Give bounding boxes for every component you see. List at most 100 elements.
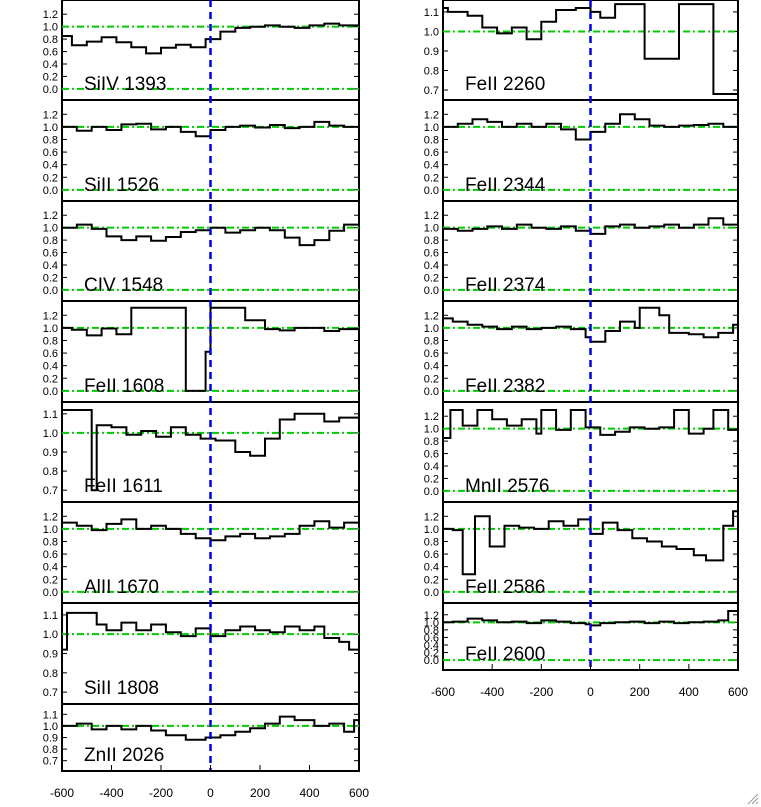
ytick-label: 1.0 [424, 122, 439, 134]
panel-label: FeII 1608 [84, 376, 164, 397]
xtick-label: -400 [480, 685, 504, 699]
ytick-label: 1.0 [424, 223, 439, 235]
panel-label: FeII 1611 [84, 476, 163, 497]
ytick-label: 0.4 [424, 361, 439, 373]
ytick-label: 0.0 [43, 84, 58, 96]
ytick-label: 0.6 [43, 248, 58, 260]
ytick-label: 1.2 [424, 411, 439, 423]
ytick-label: 1.2 [43, 109, 58, 121]
ytick-label: 0.8 [43, 235, 58, 247]
ytick-label: 0.2 [424, 574, 439, 586]
ytick-label: 1.0 [424, 524, 439, 536]
ytick-label: 1.2 [424, 310, 439, 322]
ytick-label: 1.0 [43, 428, 58, 440]
spectrum-line-siiv-1393 [62, 22, 359, 55]
panel-label: FeII 2586 [465, 577, 545, 598]
ytick-label: 0.8 [43, 668, 58, 680]
ytick-label: 0.4 [424, 260, 439, 272]
ytick-label: 0.0 [424, 386, 439, 398]
ytick-label: 1.0 [43, 22, 58, 34]
ytick-label: 0.6 [424, 549, 439, 561]
panel-label: SiII 1808 [84, 678, 159, 699]
ytick-label: 0.2 [424, 648, 439, 660]
resize-grip-icon[interactable] [745, 791, 759, 805]
ytick-label: 1.2 [424, 109, 439, 121]
panel-label: FeII 2382 [465, 376, 545, 397]
ytick-label: 0.4 [43, 361, 58, 373]
ytick-label: 1.0 [424, 26, 439, 38]
ytick-label: 0.8 [424, 625, 439, 637]
panel-label: ZnII 2026 [84, 745, 164, 766]
ytick-label: 0.0 [424, 185, 439, 197]
ytick-label: 0.4 [424, 640, 439, 652]
spectrum-line-feii-1608 [62, 306, 359, 392]
panel-feii-2260: 0.7 0.8 0.9 1.0 1.1 FeII 2260 [424, 0, 739, 101]
panel-feii-2600: 0.00.20.40.60.81.01.2 FeII 2600 [424, 602, 739, 671]
ytick-label: 1.0 [43, 122, 58, 134]
ytick-label: 0.8 [43, 536, 58, 548]
panel-siii-1526: 0.00.20.40.60.81.01.2 SiII 1526 [43, 99, 360, 202]
ytick-label: 0.7 [43, 756, 58, 768]
ytick-label: 1.2 [43, 310, 58, 322]
ytick-label: 0.2 [424, 473, 439, 485]
panel-feii-2586: 0.00.20.40.60.81.01.2 FeII 2586 [424, 501, 739, 604]
ytick-label: 0.2 [424, 172, 439, 184]
ytick-label: 0.8 [424, 235, 439, 247]
ytick-label: 0.2 [43, 71, 58, 83]
ytick-label: 0.8 [424, 536, 439, 548]
ytick-label: 0.0 [424, 655, 439, 667]
ytick-label: 0.4 [43, 260, 58, 272]
xtick-label: 0 [207, 786, 214, 800]
ytick-label: 0.6 [43, 549, 58, 561]
spectrum-line-feii-2260 [443, 3, 738, 95]
ytick-label: 1.1 [43, 409, 58, 421]
panel-feii-2382: 0.00.20.40.60.81.01.2 FeII 2382 [424, 300, 739, 403]
ytick-label: 0.7 [43, 485, 58, 497]
ytick-label: 0.7 [424, 85, 439, 97]
ytick-label: 0.9 [424, 46, 439, 58]
ytick-label: 1.0 [43, 524, 58, 536]
spectrum-line-feii-1611 [62, 409, 359, 492]
ytick-label: 0.9 [43, 447, 58, 459]
xtick-label: 0 [587, 685, 594, 699]
ytick-label: 1.2 [43, 511, 58, 523]
ytick-label: 0.2 [424, 373, 439, 385]
ytick-label: 0.2 [43, 172, 58, 184]
ytick-label: 0.6 [424, 632, 439, 644]
ytick-label: 0.8 [424, 134, 439, 146]
ytick-label: 1.0 [424, 617, 439, 629]
ytick-label: 0.8 [43, 744, 58, 756]
ytick-label: 0.4 [424, 461, 439, 473]
xtick-label: -400 [99, 786, 123, 800]
ytick-label: 1.2 [43, 210, 58, 222]
xtick-label: 600 [728, 685, 748, 699]
panel-znii-2026: 0.70.80.91.01.1 ZnII 2026 [43, 703, 360, 772]
ytick-label: 0.8 [43, 34, 58, 46]
xtick-label: -200 [529, 685, 553, 699]
panel-alii-1670: 0.00.20.40.60.81.01.2 AlII 1670 [43, 501, 360, 604]
ytick-label: 0.0 [43, 285, 58, 297]
ytick-label: 0.6 [424, 449, 439, 461]
ytick-label: 1.0 [43, 629, 58, 641]
ytick-label: 0.2 [424, 272, 439, 284]
ytick-label: 0.8 [43, 335, 58, 347]
ytick-label: 1.2 [424, 210, 439, 222]
ytick-label: 1.1 [424, 7, 439, 19]
panel-label: SiIV 1393 [84, 74, 166, 95]
ytick-label: 0.6 [43, 348, 58, 360]
ytick-label: 0.6 [424, 248, 439, 260]
ytick-label: 0.0 [424, 285, 439, 297]
ytick-label: 0.8 [424, 436, 439, 448]
ytick-label: 0.8 [43, 134, 58, 146]
ytick-label: 0.4 [43, 562, 58, 574]
panel-label: CIV 1548 [84, 275, 163, 296]
panel-label: FeII 2374 [465, 275, 546, 296]
spectrum-line-znii-2026 [62, 715, 359, 741]
panel-label: AlII 1670 [84, 577, 159, 598]
ytick-label: 0.6 [43, 47, 58, 59]
ytick-label: 0.0 [43, 185, 58, 197]
panel-label: FeII 2600 [465, 644, 545, 665]
xtick-label: 600 [349, 786, 369, 800]
panel-feii-1611: 0.7 0.8 0.9 1.0 1.1 FeII 1611 [43, 401, 360, 503]
